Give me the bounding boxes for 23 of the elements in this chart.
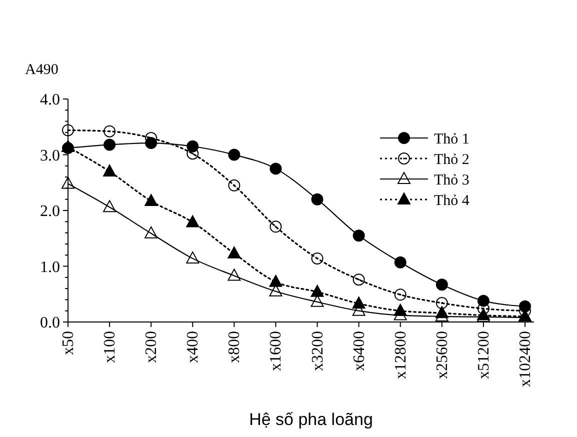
x-tick-label: x25600 bbox=[434, 331, 451, 379]
x-axis-title: Hệ số pha loãng bbox=[249, 410, 373, 429]
x-tick-label: x3200 bbox=[309, 331, 326, 371]
x-tick-label: x12800 bbox=[392, 331, 410, 379]
x-tick-label: x400 bbox=[184, 331, 202, 363]
y-tick-label: 1.0 bbox=[40, 258, 60, 276]
legend-label: Thỏ 3 bbox=[434, 172, 470, 188]
y-tick-label: 0.0 bbox=[40, 314, 60, 332]
x-tick-label: x51200 bbox=[475, 331, 492, 379]
x-tick-label: x1600 bbox=[268, 331, 285, 371]
y-tick-label: 4.0 bbox=[40, 92, 60, 109]
legend-label: Thỏ 4 bbox=[434, 192, 470, 209]
x-tick-label: x102400 bbox=[517, 331, 534, 387]
y-axis-title: A490 bbox=[25, 62, 58, 78]
legend-label: Thỏ 1 bbox=[434, 131, 470, 148]
x-tick-label: x800 bbox=[226, 331, 244, 363]
y-tick-label: 3.0 bbox=[40, 147, 60, 164]
x-tick-label: x6400 bbox=[350, 331, 368, 371]
x-tick-label: x50 bbox=[60, 331, 77, 355]
x-tick-label: x200 bbox=[143, 331, 160, 363]
legend-label: Thỏ 2 bbox=[434, 152, 470, 168]
y-tick-label: 2.0 bbox=[40, 203, 60, 220]
x-tick-label: x100 bbox=[102, 331, 119, 363]
